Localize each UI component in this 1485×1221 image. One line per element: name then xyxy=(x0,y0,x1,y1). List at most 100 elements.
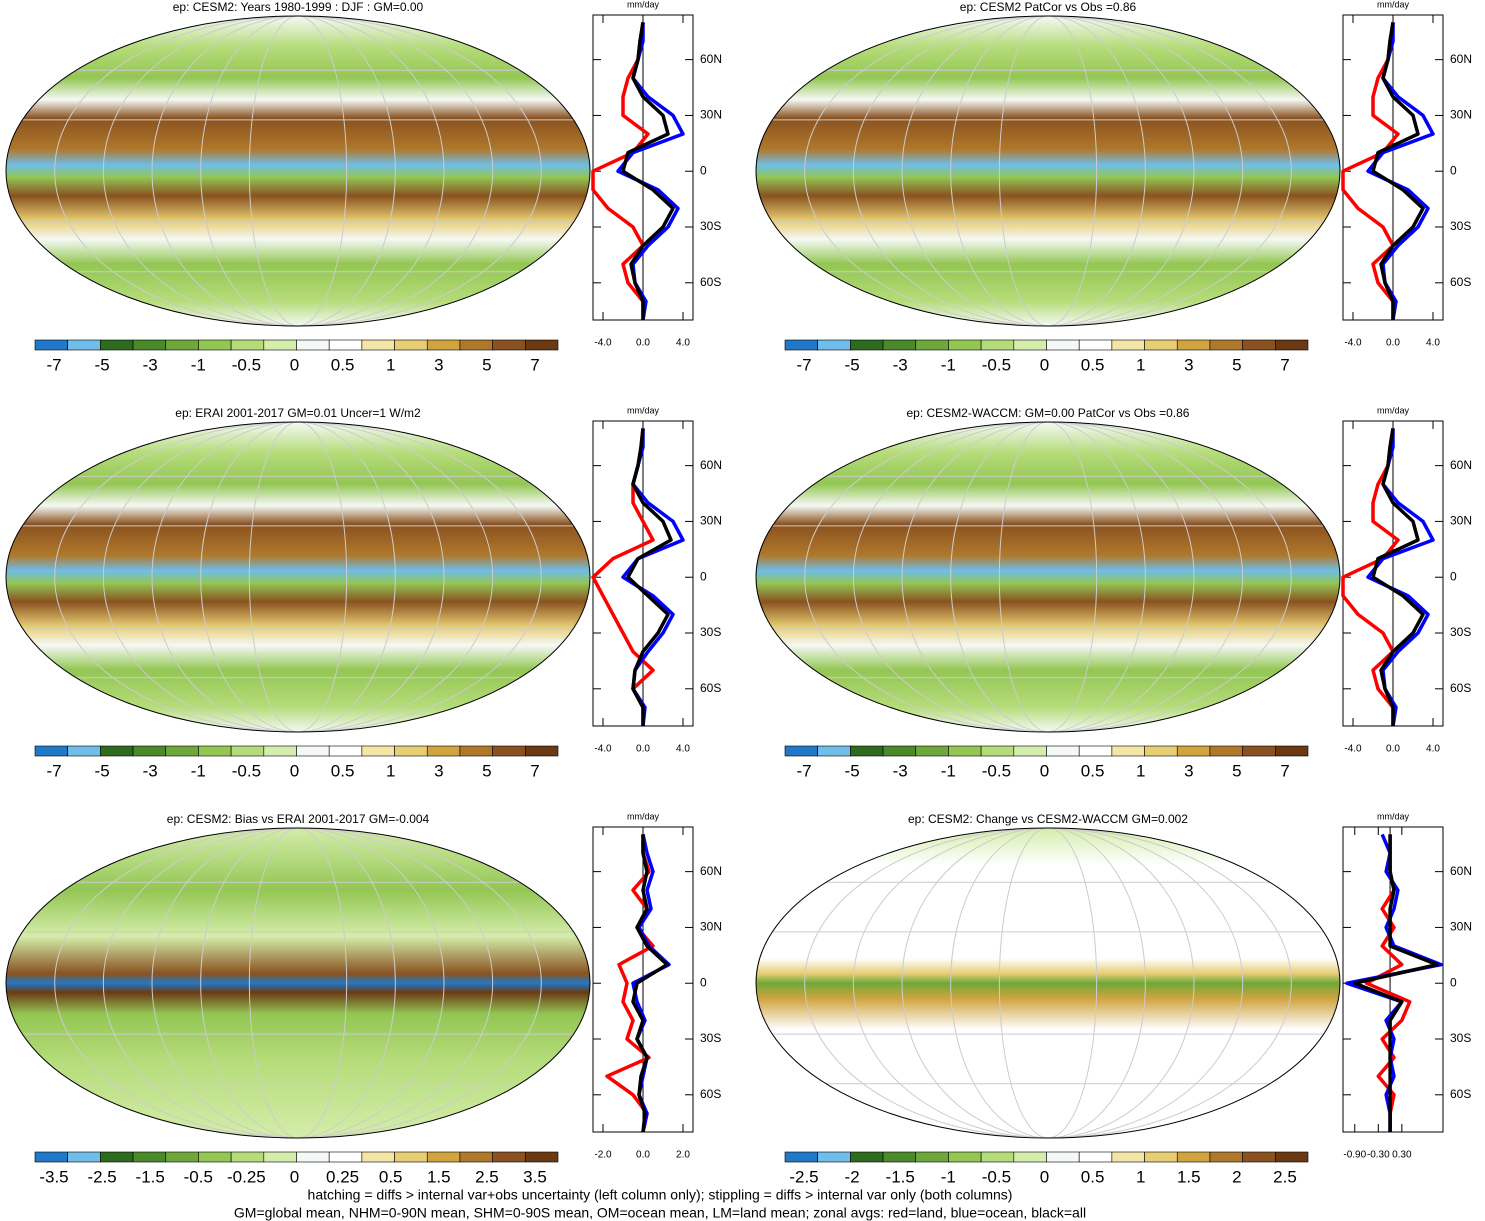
colorbar-swatch xyxy=(361,339,395,351)
map-border xyxy=(755,421,1341,733)
colorbar-swatch xyxy=(784,339,818,351)
colorbar-swatch xyxy=(1013,339,1047,351)
colorbar-swatch xyxy=(67,745,101,757)
x-tick-label: -2.0 xyxy=(594,1150,612,1161)
colorbar-swatch xyxy=(34,339,68,351)
x-tick-label: -4.0 xyxy=(594,338,612,349)
colorbar-swatch xyxy=(263,339,297,351)
colorbar-label: 1 xyxy=(1136,355,1145,374)
map-border xyxy=(755,15,1341,327)
colorbar-label: 2.5 xyxy=(1273,1167,1297,1186)
colorbar-swatch xyxy=(328,339,363,351)
colorbar-swatch xyxy=(426,339,461,351)
y-tick-label: 30N xyxy=(1450,514,1472,528)
colorbar-label: -5 xyxy=(845,761,860,780)
colorbar-swatch xyxy=(817,339,851,351)
colorbar-swatch xyxy=(198,1151,232,1163)
y-tick-label: 60S xyxy=(700,681,721,695)
colorbar-swatch xyxy=(1275,745,1309,757)
panel: ep: CESM2-WACCM: GM=0.00 PatCor vs Obs =… xyxy=(755,405,1472,780)
panel-title: ep: CESM2: Bias vs ERAI 2001-2017 GM=-0.… xyxy=(167,812,430,826)
colorbar-label: -0.25 xyxy=(227,1167,266,1186)
y-tick-label: 30S xyxy=(1450,1031,1471,1045)
colorbar-swatch xyxy=(198,339,232,351)
colorbar-label: -1 xyxy=(941,1167,956,1186)
colorbar-swatch xyxy=(882,1151,917,1163)
x-tick-label: -4.0 xyxy=(594,744,612,755)
y-tick-label: 30S xyxy=(700,219,721,233)
colorbar-swatch xyxy=(1275,1151,1309,1163)
x-tick-label: 0.0 xyxy=(636,1150,650,1161)
colorbar-swatch xyxy=(165,1151,199,1163)
x-tick-label: 0.30 xyxy=(1392,1150,1412,1161)
unit-label: mm/day xyxy=(627,0,660,9)
colorbar-swatch xyxy=(784,745,818,757)
colorbar-label: 0 xyxy=(1040,355,1049,374)
map xyxy=(756,422,1340,732)
x-tick-label: 4.0 xyxy=(676,338,690,349)
colorbar-swatch xyxy=(296,339,330,351)
zonal-line xyxy=(1371,22,1425,320)
colorbar-swatch xyxy=(100,1151,134,1163)
panel-title: ep: CESM2 PatCor vs Obs =0.86 xyxy=(960,0,1137,14)
y-tick-label: 60S xyxy=(1450,681,1471,695)
colorbar-swatch xyxy=(165,745,199,757)
colorbar-swatch xyxy=(426,745,461,757)
colorbar-label: 5 xyxy=(482,355,491,374)
colorbar-label: -5 xyxy=(845,355,860,374)
y-tick-label: 0 xyxy=(1450,569,1457,583)
colorbar-label: 3 xyxy=(434,355,443,374)
panel-title: ep: CESM2: Change vs CESM2-WACCM GM=0.00… xyxy=(908,812,1188,826)
y-tick-label: 30N xyxy=(1450,108,1472,122)
colorbar-swatch xyxy=(1176,339,1211,351)
colorbar-swatch xyxy=(132,1151,167,1163)
x-tick-label: 0.0 xyxy=(636,338,650,349)
map xyxy=(756,16,1340,326)
colorbar-swatch xyxy=(1111,1151,1145,1163)
y-tick-label: 30S xyxy=(700,625,721,639)
colorbar-swatch xyxy=(817,745,851,757)
x-tick-label: -4.0 xyxy=(1344,744,1362,755)
colorbar-label: 7 xyxy=(530,761,539,780)
colorbar-swatch xyxy=(296,745,330,757)
colorbar-swatch xyxy=(230,1151,265,1163)
colorbar-label: 5 xyxy=(1232,355,1241,374)
colorbar-swatch xyxy=(361,745,395,757)
colorbar-swatch xyxy=(34,745,68,757)
colorbar-swatch xyxy=(198,745,232,757)
x-tick-label: -0.90 xyxy=(1343,1150,1366,1161)
colorbar-label: 0.5 xyxy=(1081,761,1105,780)
colorbar-swatch xyxy=(915,745,949,757)
y-tick-label: 60N xyxy=(1450,458,1472,472)
colorbar-label: 1 xyxy=(1136,1167,1145,1186)
colorbar-swatch xyxy=(1242,339,1276,351)
x-tick-label: 4.0 xyxy=(676,744,690,755)
colorbar-label: 3.5 xyxy=(523,1167,547,1186)
colorbar-swatch xyxy=(882,745,917,757)
colorbar-label: -1.5 xyxy=(136,1167,165,1186)
y-tick-label: 0 xyxy=(700,163,707,177)
colorbar-swatch xyxy=(948,1151,982,1163)
zonal-line xyxy=(1371,428,1425,726)
colorbar-swatch xyxy=(100,745,134,757)
colorbar-swatch xyxy=(132,339,167,351)
colorbar-swatch xyxy=(394,1151,428,1163)
colorbar-swatch xyxy=(1176,1151,1211,1163)
colorbar-swatch xyxy=(459,339,493,351)
colorbar-label: 0.5 xyxy=(1081,1167,1105,1186)
zonal-line xyxy=(591,22,650,320)
colorbar-swatch xyxy=(230,339,265,351)
colorbar-swatch xyxy=(230,745,265,757)
colorbar-swatch xyxy=(459,1151,493,1163)
y-tick-label: 30N xyxy=(700,920,722,934)
map-border xyxy=(5,827,591,1139)
colorbar-label: -7 xyxy=(796,761,811,780)
colorbar-swatch xyxy=(1144,339,1178,351)
colorbar-swatch xyxy=(850,1151,884,1163)
colorbar-swatch xyxy=(361,1151,395,1163)
colorbar-swatch xyxy=(67,1151,101,1163)
colorbar-swatch xyxy=(915,1151,949,1163)
colorbar-swatch xyxy=(1242,745,1276,757)
y-tick-label: 30S xyxy=(700,1031,721,1045)
colorbar-label: 1 xyxy=(386,355,395,374)
